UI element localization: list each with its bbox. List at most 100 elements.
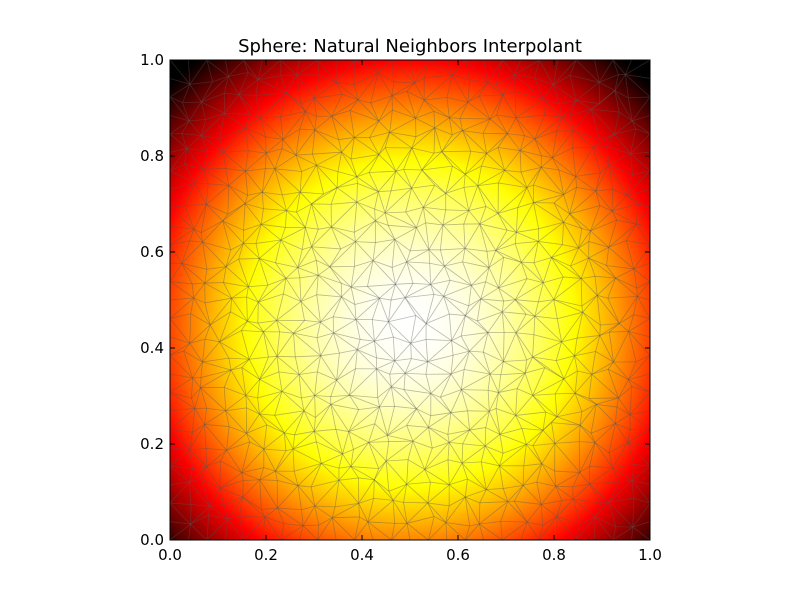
mesh-edge bbox=[316, 165, 325, 195]
mesh-edge bbox=[231, 286, 249, 299]
mesh-edge bbox=[206, 60, 229, 77]
mesh-edge bbox=[503, 361, 526, 374]
mesh-edge bbox=[444, 261, 463, 267]
mesh-edge bbox=[354, 521, 369, 540]
mesh-edge bbox=[500, 521, 503, 540]
mesh-edge bbox=[297, 485, 302, 510]
mesh-edge bbox=[524, 372, 534, 396]
mesh-edge bbox=[280, 239, 303, 250]
mesh-edge bbox=[607, 369, 619, 399]
mesh-edge bbox=[311, 229, 319, 247]
mesh-edge bbox=[561, 117, 574, 132]
mesh-edge bbox=[298, 374, 302, 399]
mesh-edge bbox=[202, 241, 208, 270]
mesh-edge bbox=[282, 111, 306, 140]
mesh-edge bbox=[589, 483, 610, 503]
mesh-edge bbox=[570, 257, 589, 267]
mesh-edge bbox=[320, 332, 334, 356]
mesh-edge bbox=[534, 315, 558, 320]
mesh-edge bbox=[612, 60, 626, 75]
mesh-edge bbox=[204, 424, 227, 451]
mesh-edge bbox=[315, 260, 319, 276]
mesh-edge bbox=[469, 350, 484, 353]
mesh-edge bbox=[594, 442, 613, 469]
mesh-edge bbox=[281, 194, 287, 211]
mesh-edge bbox=[301, 395, 315, 399]
mesh-edge bbox=[514, 91, 517, 118]
mesh-edge bbox=[243, 243, 260, 259]
mesh-edge bbox=[341, 151, 358, 177]
mesh-edge bbox=[443, 280, 451, 297]
mesh-edge bbox=[440, 396, 452, 413]
mesh-edge bbox=[285, 448, 294, 452]
mesh-edge bbox=[476, 320, 489, 333]
mesh-edge bbox=[410, 315, 417, 344]
mesh-edge bbox=[572, 499, 581, 525]
mesh-edge bbox=[414, 77, 425, 84]
mesh-edge bbox=[304, 227, 313, 247]
mesh-edge bbox=[186, 148, 208, 152]
mesh-edge bbox=[434, 117, 450, 129]
mesh-edge bbox=[263, 320, 277, 333]
mesh-edge bbox=[465, 315, 489, 333]
mesh-edge bbox=[338, 479, 359, 504]
mesh-edge bbox=[378, 95, 393, 122]
mesh-edge bbox=[532, 367, 546, 396]
mesh-edge bbox=[204, 338, 220, 343]
mesh-edge bbox=[521, 428, 543, 431]
mesh-edge bbox=[495, 60, 503, 85]
mesh-edge bbox=[450, 412, 470, 431]
mesh-edge bbox=[405, 361, 428, 374]
mesh-edge bbox=[296, 60, 318, 76]
mesh-edge bbox=[358, 498, 374, 504]
mesh-edge bbox=[534, 117, 563, 140]
mesh-edge bbox=[553, 194, 564, 204]
mesh-edge bbox=[228, 185, 248, 196]
mesh-edge bbox=[248, 258, 260, 287]
mesh-edge bbox=[498, 278, 528, 289]
mesh-edge bbox=[589, 483, 602, 504]
mesh-edge bbox=[204, 324, 211, 340]
mesh-edge bbox=[606, 247, 610, 266]
mesh-edge bbox=[330, 403, 359, 411]
mesh-edge bbox=[612, 464, 635, 469]
mesh-edge bbox=[368, 435, 388, 443]
mesh-edge bbox=[246, 286, 249, 298]
mesh-edge bbox=[406, 425, 414, 442]
mesh-edge bbox=[502, 60, 515, 75]
mesh-edge bbox=[403, 147, 413, 170]
mesh-edge bbox=[389, 360, 396, 375]
mesh-edge bbox=[572, 483, 590, 500]
mesh-edge bbox=[246, 296, 259, 303]
mesh-edge bbox=[579, 441, 595, 443]
mesh-edge bbox=[607, 361, 614, 370]
mesh-edge bbox=[631, 480, 635, 499]
mesh-edge bbox=[292, 448, 295, 472]
mesh-edge bbox=[448, 314, 452, 341]
mesh-edge bbox=[596, 277, 616, 296]
mesh-edge bbox=[241, 320, 248, 331]
mesh-edge bbox=[608, 332, 614, 363]
mesh-edge bbox=[190, 313, 211, 326]
mesh-edge bbox=[532, 395, 547, 413]
mesh-edge bbox=[284, 432, 295, 436]
mesh-edge bbox=[263, 432, 285, 450]
mesh-edge bbox=[300, 294, 317, 302]
mesh-edge bbox=[541, 155, 553, 159]
mesh-edge bbox=[495, 243, 516, 251]
mesh-edge bbox=[170, 133, 188, 149]
mesh-edge bbox=[597, 294, 608, 299]
mesh-edge bbox=[477, 165, 482, 186]
mesh-edge bbox=[465, 315, 478, 322]
mesh-edge bbox=[541, 443, 556, 464]
mesh-edge bbox=[259, 356, 278, 380]
mesh-edge bbox=[189, 466, 207, 483]
mesh-edge bbox=[601, 501, 609, 504]
mesh-edge bbox=[607, 368, 629, 381]
mesh-edge bbox=[356, 176, 379, 192]
mesh-edge bbox=[447, 434, 450, 443]
mesh-edge bbox=[243, 516, 266, 540]
mesh-edge bbox=[563, 370, 578, 380]
mesh-edge bbox=[182, 102, 190, 122]
mesh-edge bbox=[422, 207, 427, 223]
